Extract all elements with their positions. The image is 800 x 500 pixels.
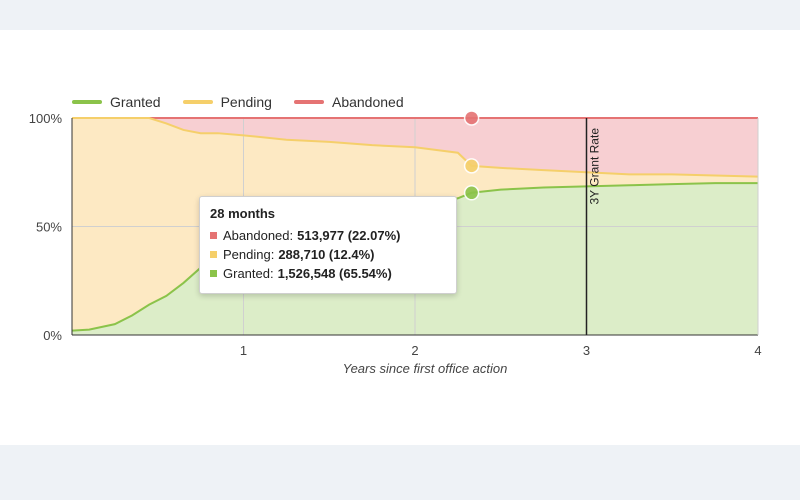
tooltip-label-abandoned: Abandoned: <box>223 228 294 243</box>
tooltip-row-granted: Granted: 1,526,548 (65.54%) <box>210 264 446 283</box>
legend-swatch-pending <box>182 100 213 104</box>
legend-label-abandoned: Abandoned <box>331 94 404 110</box>
line-pending <box>72 117 759 178</box>
hover-point-pending <box>463 158 480 174</box>
tooltip-row-pending: Pending: 288,710 (12.4%) <box>210 245 446 264</box>
hover-point-granted <box>463 185 480 201</box>
y-tick-label-0: 0% <box>43 328 62 343</box>
tooltip-value-granted: 1,526,548 (65.54%) <box>277 266 392 281</box>
y-tick-label-50: 50% <box>36 220 62 235</box>
chart-legend: Granted Pending Abandoned <box>72 92 404 112</box>
legend-label-pending: Pending <box>220 94 272 110</box>
legend-label-granted: Granted <box>110 94 161 110</box>
y-tick-label-100: 100% <box>29 111 63 126</box>
tooltip-label-pending: Pending: <box>223 247 275 262</box>
tooltip-title: 28 months <box>210 206 276 221</box>
tooltip-dot-abandoned <box>210 232 217 239</box>
legend-item-pending[interactable]: Pending <box>182 94 272 110</box>
x-tick-label-4: 4 <box>754 343 761 358</box>
annotation-label-3y: 3Y Grant Rate <box>588 128 602 205</box>
x-tick-label-1: 1 <box>240 343 247 358</box>
tooltip-row-abandoned: Abandoned: 513,977 (22.07%) <box>210 226 446 245</box>
chart-tooltip: 28 months Abandoned: 513,977 (22.07%) Pe… <box>199 196 457 294</box>
tooltip-label-granted: Granted: <box>223 266 274 281</box>
x-axis-title: Years since first office action <box>343 361 508 376</box>
legend-item-granted[interactable]: Granted <box>72 94 161 110</box>
hover-point-abandoned <box>463 110 480 126</box>
tooltip-dot-pending <box>210 251 217 258</box>
tooltip-value-pending: 288,710 (12.4%) <box>278 247 375 262</box>
x-tick-label-3: 3 <box>583 343 590 358</box>
legend-swatch-abandoned <box>293 100 324 104</box>
tooltip-dot-granted <box>210 270 217 277</box>
legend-item-abandoned[interactable]: Abandoned <box>293 94 404 110</box>
x-tick-label-2: 2 <box>411 343 418 358</box>
tooltip-value-abandoned: 513,977 (22.07%) <box>297 228 401 243</box>
legend-swatch-granted <box>72 100 102 104</box>
